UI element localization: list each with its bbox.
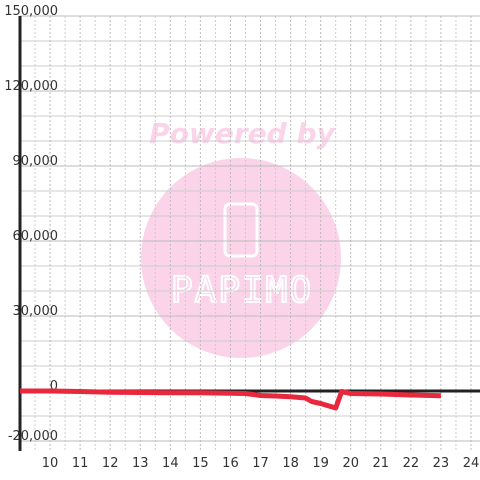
watermark-phone	[223, 202, 259, 258]
data-line	[20, 388, 441, 411]
x-tick-label: 22	[403, 456, 420, 471]
x-tick-label: 10	[42, 456, 59, 471]
y-tick-label: -20,000	[8, 429, 58, 444]
x-tick-label: 19	[312, 456, 329, 471]
x-tick-label: 20	[342, 456, 359, 471]
watermark-circle	[141, 158, 341, 358]
y-tick-label: 0	[50, 379, 58, 394]
x-tick-label: 16	[222, 456, 239, 471]
x-tick-label: 14	[162, 456, 179, 471]
y-tick-label: 120,000	[4, 79, 58, 94]
x-tick-label: 13	[132, 456, 149, 471]
x-tick-label: 21	[373, 456, 390, 471]
x-tick-label: 15	[192, 456, 209, 471]
x-tick-label: 12	[102, 456, 119, 471]
y-tick-label: 90,000	[13, 154, 59, 169]
x-tick-label: 23	[433, 456, 450, 471]
x-tick-label: 18	[282, 456, 299, 471]
y-tick-label: 60,000	[13, 229, 59, 244]
x-tick-label: 24	[463, 456, 480, 471]
x-tick-label: 11	[72, 456, 89, 471]
x-tick-label: 17	[252, 456, 269, 471]
watermark-text: Powered by	[149, 117, 336, 150]
y-tick-label: 150,000	[4, 4, 58, 19]
y-tick-label: 30,000	[13, 304, 59, 319]
